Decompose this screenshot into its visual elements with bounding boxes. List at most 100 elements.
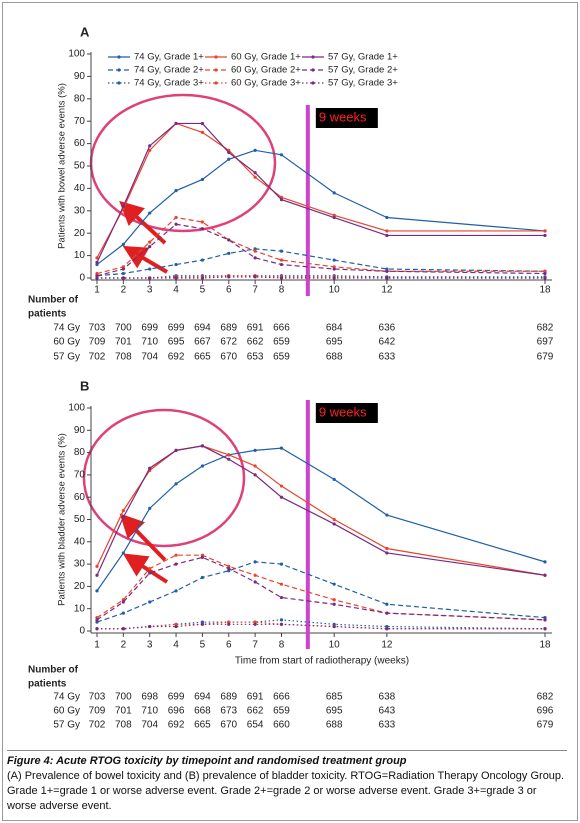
x-tick-label: 8 [279, 285, 285, 296]
data-point [200, 620, 205, 624]
data-point [332, 522, 336, 526]
risk-value: 708 [115, 352, 132, 363]
data-point [200, 276, 205, 280]
data-point [385, 229, 389, 233]
y-tick-label: 10 [74, 250, 86, 261]
risk-value: 702 [89, 352, 106, 363]
x-tick-label: 2 [121, 285, 127, 296]
risk-value: 688 [326, 352, 343, 363]
data-point [279, 258, 284, 262]
data-point [385, 215, 389, 220]
data-point [148, 600, 152, 604]
risk-row-label: 60 Gy [53, 706, 80, 717]
data-point [385, 267, 389, 271]
data-point [200, 220, 205, 224]
arrow [119, 200, 167, 245]
risk-value: 665 [194, 720, 211, 731]
data-point [227, 251, 231, 255]
x-tick-label: 6 [226, 285, 232, 296]
data-point [148, 144, 152, 148]
y-tick-label: 30 [74, 559, 86, 570]
data-point [121, 611, 125, 615]
y-tick-label: 70 [74, 470, 86, 481]
risk-value: 695 [168, 337, 185, 348]
data-point [253, 148, 257, 152]
series-line [96, 122, 545, 259]
risk-table-title: Number of [28, 665, 79, 676]
data-point [200, 121, 205, 126]
data-point [95, 260, 99, 264]
risk-value: 709 [89, 706, 106, 717]
risk-value: 643 [379, 706, 396, 717]
data-point [95, 274, 99, 278]
arrow [119, 513, 167, 562]
x-tick-label: 5 [200, 640, 206, 651]
week-label: 9 weeks [319, 109, 367, 124]
data-point [253, 473, 257, 477]
data-point [200, 575, 205, 580]
series-line [96, 445, 546, 576]
data-point [279, 276, 284, 280]
data-point [385, 276, 389, 280]
risk-value: 699 [168, 692, 185, 703]
x-tick-label: 6 [226, 640, 232, 651]
data-point [95, 627, 99, 631]
arrow [122, 553, 169, 584]
data-point [95, 620, 99, 624]
series-line [97, 619, 546, 630]
risk-value: 659 [273, 337, 290, 348]
data-point [385, 546, 389, 551]
y-axis-label: Patients with bowel adverse events (%) [57, 83, 68, 249]
risk-value: 679 [537, 352, 554, 363]
data-point [385, 513, 389, 517]
x-tick-label: 8 [279, 640, 285, 651]
data-point [253, 175, 257, 179]
data-point [279, 249, 284, 253]
data-point [95, 271, 99, 276]
data-point [148, 571, 152, 575]
risk-row-label: 57 Gy [53, 720, 80, 731]
data-point [227, 566, 231, 571]
x-tick-label: 1 [94, 285, 100, 296]
risk-value: 670 [220, 720, 237, 731]
data-point [253, 573, 257, 577]
legend-label: 57 Gy, Grade 1+ [328, 52, 398, 63]
data-point [95, 589, 99, 593]
data-point [227, 453, 231, 457]
y-tick-label: 20 [74, 228, 86, 239]
highlight-ellipse [82, 408, 246, 548]
data-point [279, 622, 284, 626]
data-point [543, 627, 547, 631]
risk-value: 692 [168, 720, 185, 731]
risk-value: 638 [379, 692, 396, 703]
data-point [174, 189, 178, 193]
legend-marker [311, 81, 315, 85]
data-point [121, 267, 125, 271]
data-point [253, 275, 257, 279]
series-line [96, 248, 546, 277]
data-point [95, 276, 99, 280]
data-point [253, 622, 257, 626]
legend-label: 74 Gy, Grade 3+ [134, 78, 204, 89]
data-point [174, 482, 178, 486]
data-point [543, 618, 547, 622]
y-tick-label: 60 [74, 492, 86, 503]
data-point [200, 177, 205, 182]
data-point [121, 600, 125, 604]
data-point [121, 242, 125, 246]
week-label-box [315, 108, 378, 128]
risk-value: 642 [379, 337, 396, 348]
legend-label: 60 Gy, Grade 3+ [231, 78, 301, 89]
y-tick-label: 40 [74, 536, 86, 547]
risk-value: 699 [168, 323, 185, 334]
legend-marker [117, 68, 121, 72]
risk-value: 699 [141, 323, 158, 334]
data-point [253, 560, 257, 564]
x-tick-label: 12 [381, 640, 393, 651]
data-point [332, 477, 336, 481]
data-point [148, 211, 152, 215]
risk-value: 666 [273, 692, 290, 703]
x-tick-label: 10 [329, 285, 341, 296]
data-point [227, 275, 231, 279]
data-point [95, 256, 99, 260]
